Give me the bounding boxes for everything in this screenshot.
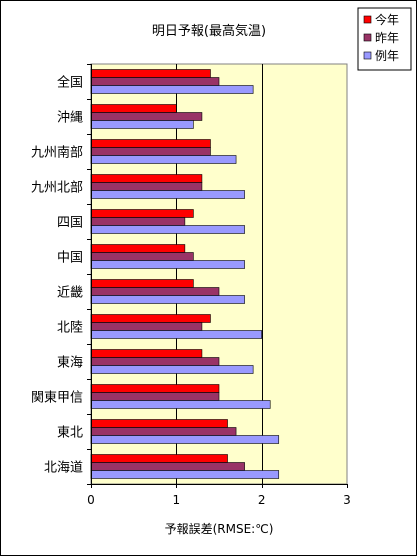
legend-swatch bbox=[363, 33, 372, 42]
plot-area bbox=[90, 63, 348, 485]
category-label: 九州北部 bbox=[31, 181, 83, 196]
bar-this-year bbox=[90, 349, 203, 358]
bar-normal bbox=[90, 365, 254, 374]
bar-normal bbox=[90, 225, 245, 234]
x-tick-label: 3 bbox=[343, 493, 351, 507]
bar-last-year bbox=[90, 182, 203, 191]
bar-last-year bbox=[90, 147, 211, 156]
bar-this-year bbox=[90, 279, 194, 288]
bar-normal bbox=[90, 400, 271, 409]
grid-lines bbox=[176, 64, 263, 484]
bar-this-year bbox=[90, 384, 220, 393]
legend-label: 昨年 bbox=[375, 31, 399, 45]
category-label: 東北 bbox=[57, 425, 83, 441]
bar-normal bbox=[90, 470, 280, 479]
axis-lines bbox=[87, 64, 348, 488]
bar-this-year bbox=[90, 419, 228, 428]
x-tick-label: 0 bbox=[87, 493, 95, 507]
category-label: 中国 bbox=[57, 251, 83, 266]
legend-label: 例年 bbox=[375, 49, 399, 63]
x-tick-label: 1 bbox=[173, 493, 181, 507]
bar-normal bbox=[90, 85, 254, 94]
category-label: 北陸 bbox=[57, 320, 83, 336]
bar-last-year bbox=[90, 322, 203, 331]
bar-this-year bbox=[90, 244, 186, 253]
chart-title: 明日予報(最高気温) bbox=[152, 23, 266, 39]
category-label: 北海道 bbox=[44, 461, 83, 476]
bar-last-year bbox=[90, 392, 220, 401]
tick-labels: 0 1 2 3 bbox=[87, 493, 351, 507]
category-label: 関東甲信 bbox=[31, 390, 83, 406]
category-label: 九州南部 bbox=[31, 145, 83, 161]
bar-this-year bbox=[90, 69, 211, 78]
category-label: 全国 bbox=[57, 75, 83, 91]
bars bbox=[90, 69, 280, 479]
legend-swatch bbox=[363, 15, 372, 24]
bar-this-year bbox=[90, 314, 211, 323]
bar-this-year bbox=[90, 174, 203, 183]
bar-last-year bbox=[90, 217, 186, 226]
bar-last-year bbox=[90, 252, 194, 261]
legend-label: 今年 bbox=[375, 12, 399, 27]
category-label: 沖縄 bbox=[57, 111, 83, 126]
category-label: 近畿 bbox=[57, 286, 83, 301]
bar-normal bbox=[90, 155, 237, 164]
bar-normal bbox=[90, 435, 280, 444]
bar-last-year bbox=[90, 462, 245, 471]
bar-last-year bbox=[90, 357, 220, 366]
bar-this-year bbox=[90, 139, 211, 148]
bar-last-year bbox=[90, 77, 220, 86]
bar-this-year bbox=[90, 209, 194, 218]
bar-this-year bbox=[90, 454, 228, 463]
category-label: 東海 bbox=[57, 355, 83, 371]
x-axis-label: 予報誤差(RMSE:℃) bbox=[165, 521, 274, 536]
bar-normal bbox=[90, 120, 194, 129]
bar-last-year bbox=[90, 427, 237, 436]
bar-normal bbox=[90, 295, 245, 304]
bar-this-year bbox=[90, 104, 177, 113]
bar-normal bbox=[90, 190, 245, 199]
bar-last-year bbox=[90, 287, 220, 296]
category-label: 四国 bbox=[57, 216, 83, 231]
bar-normal bbox=[90, 260, 245, 269]
legend-swatch bbox=[363, 51, 372, 60]
bar-normal bbox=[90, 330, 262, 339]
bar-last-year bbox=[90, 112, 203, 121]
x-tick-label: 2 bbox=[258, 493, 266, 507]
